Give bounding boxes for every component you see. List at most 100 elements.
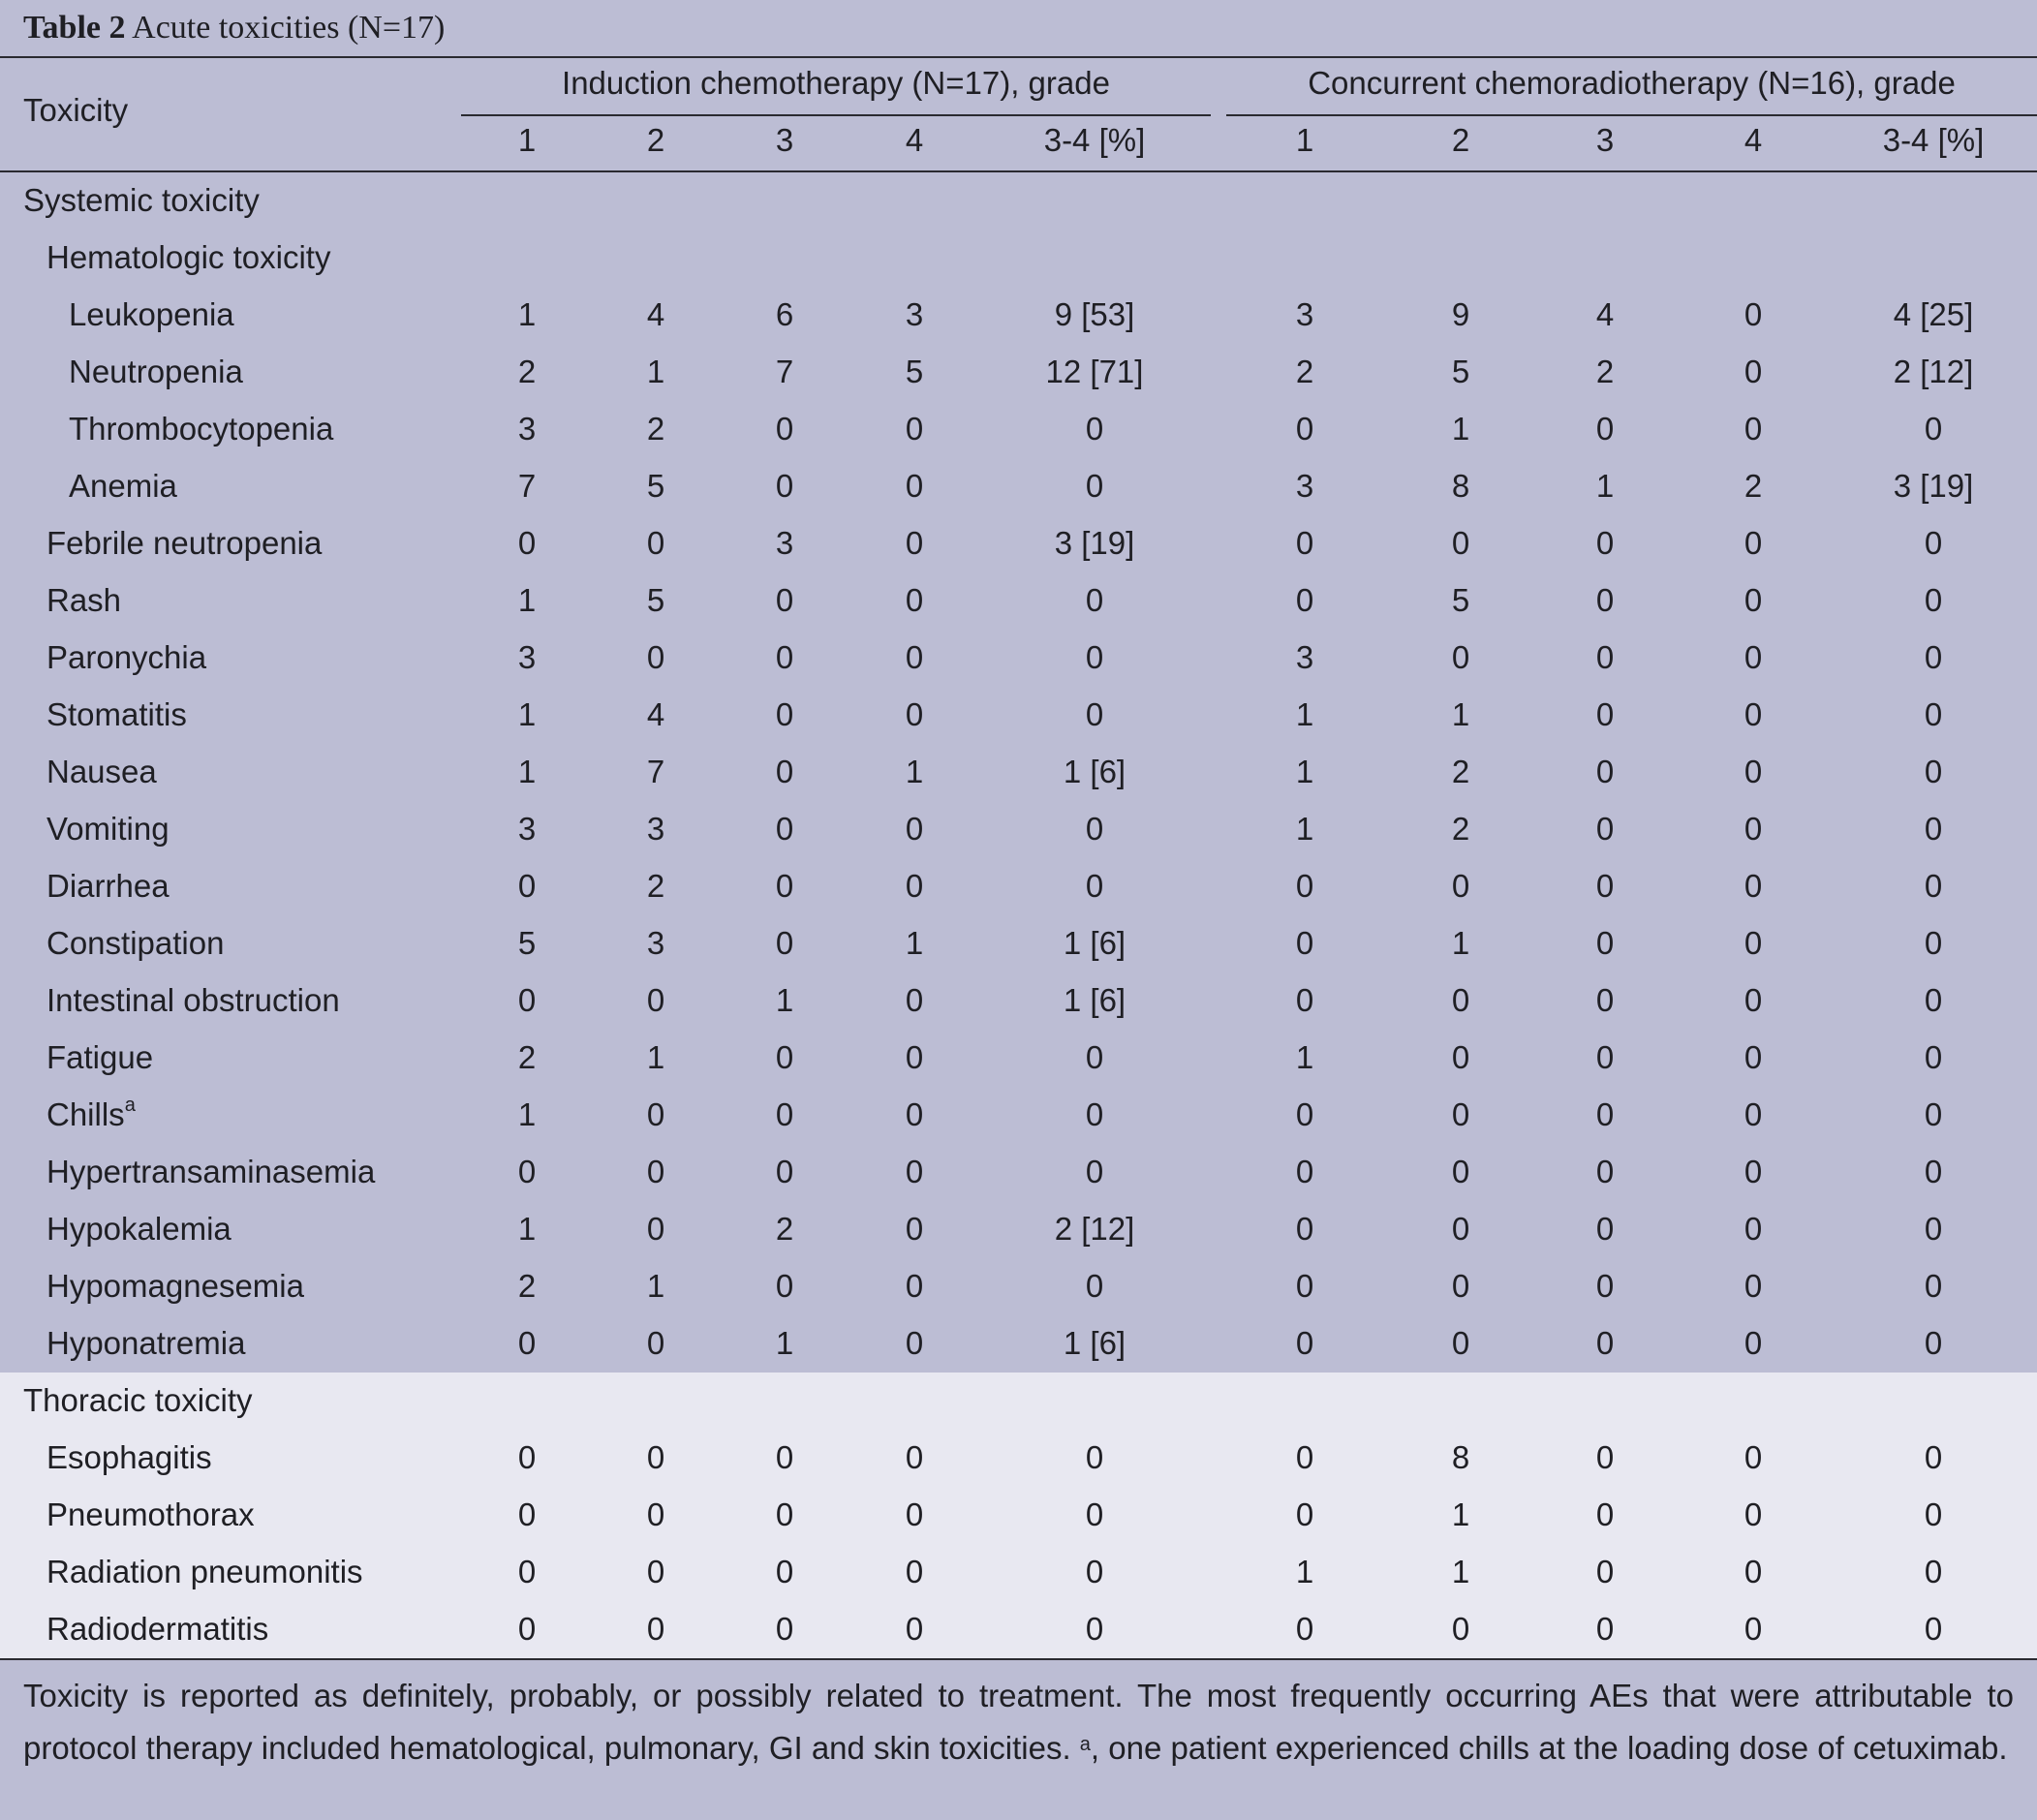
table-cell: 0 [646,1096,665,1132]
table-cell: 1 [517,696,537,732]
table-cell: 0 [1085,1268,1104,1304]
table-cell: 0 [1924,1611,1943,1647]
table-cell: 0 [1924,1154,1943,1189]
table-cell: 0 [646,1325,665,1361]
table-cell: 2 [517,1039,537,1075]
table-cell: 0 [1085,1439,1104,1475]
row-label: Hypertransaminasemia [46,1154,375,1190]
table-row: Thoracic toxicity [0,1373,2037,1430]
table-cell: 0 [905,1611,924,1647]
table-row: Nausea 1 7 0 1 1 [6] 1 2 0 0 0 [0,744,2037,801]
table-cell: 0 [517,1554,537,1589]
table-cell: 0 [646,1496,665,1532]
table-cell: 0 [1924,1554,1943,1589]
table-cell: 5 [646,468,665,504]
table-cell: 0 [1924,811,1943,847]
table-cell: 0 [1924,1039,1943,1075]
row-label: Thoracic toxicity [23,1382,253,1419]
table-cell: 2 [12] [1054,1211,1135,1247]
column-header-toxicity: Toxicity [23,92,129,128]
table-cell: 0 [1924,754,1943,789]
row-label: Pneumothorax [46,1496,255,1533]
table-cell: 0 [1744,868,1763,904]
table-cell: 0 [1295,1611,1314,1647]
table-title-number: Table 2 [23,10,126,46]
table-cell: 0 [1595,1554,1615,1589]
table-cell: 0 [1451,1039,1470,1075]
table-row: Diarrhea 0 2 0 0 0 0 0 0 0 0 [0,858,2037,915]
table-header: Toxicity Induction chemotherapy (N=17), … [0,58,2037,172]
table-cell: 0 [775,696,794,732]
table-row: Anemia 7 5 0 0 0 3 8 1 2 3 [19] [0,458,2037,515]
table-row: Hyponatremia 0 0 1 0 1 [6] 0 0 0 0 0 [0,1315,2037,1373]
table-cell: 0 [905,696,924,732]
table-cell: 3 [517,811,537,847]
table-cell: 0 [1744,1439,1763,1475]
table-cell: 3 [517,639,537,675]
row-label-text: Thrombocytopenia [69,411,334,447]
row-label: Chillsa [46,1095,136,1133]
table-cell: 0 [1085,1096,1104,1132]
table-cell: 0 [905,468,924,504]
table-cell: 0 [1085,1039,1104,1075]
row-label: Hypomagnesemia [46,1268,304,1305]
table-cell: 0 [775,1096,794,1132]
row-label-text: Constipation [46,925,225,961]
table-cell: 2 [12] [1893,354,1974,389]
table-cell: 0 [1595,639,1615,675]
table-cell: 0 [1295,1154,1314,1189]
table-cell: 0 [1085,696,1104,732]
table-cell: 1 [1295,754,1314,789]
table-cell: 0 [775,1268,794,1304]
table-cell: 0 [517,1439,537,1475]
table-cell: 0 [1595,1211,1615,1247]
table-cell: 1 [775,1325,794,1361]
table-cell: 0 [775,468,794,504]
table-cell: 0 [517,982,537,1018]
row-label: Anemia [69,468,177,505]
table-cell: 0 [1744,811,1763,847]
table-cell: 0 [1451,1611,1470,1647]
table-cell: 0 [775,1439,794,1475]
table-cell: 0 [646,982,665,1018]
column-header-grade-concurrent-1: 1 [1295,122,1314,158]
row-label-text: Rash [46,582,122,618]
row-label: Radiodermatitis [46,1611,268,1648]
table-cell: 0 [1744,1268,1763,1304]
table-cell: 0 [1295,982,1314,1018]
table-cell: 0 [1924,925,1943,961]
table-cell: 5 [646,582,665,618]
table-cell: 0 [905,982,924,1018]
row-label-text: Chills [46,1096,125,1132]
table-cell: 0 [775,925,794,961]
row-label-text: Neutropenia [69,354,243,389]
table-row: Chillsa 1 0 0 0 0 0 0 0 0 0 [0,1087,2037,1144]
row-label-text: Vomiting [46,811,170,847]
table-row: Febrile neutropenia 0 0 3 0 3 [19] 0 0 0 0 0 [0,515,2037,572]
table-row: Leukopenia 1 4 6 3 9 [53] 3 9 4 0 4 [25] [0,287,2037,344]
row-label-text: Paronychia [46,639,207,675]
table-cell: 4 [1595,296,1615,332]
row-label: Diarrhea [46,868,170,905]
table-cell: 0 [1595,1611,1615,1647]
table-cell: 1 [1295,1039,1314,1075]
table-cell: 0 [1451,982,1470,1018]
row-label-text: Leukopenia [69,296,234,332]
row-label-text: Hematologic toxicity [46,239,331,275]
table-row: Intestinal obstruction 0 0 1 0 1 [6] 0 0 0 0 0 [0,972,2037,1030]
row-label-text: Systemic toxicity [23,182,260,218]
table-cell: 0 [646,1611,665,1647]
table-cell: 0 [1744,982,1763,1018]
table-cell: 0 [1595,582,1615,618]
table-cell: 0 [1085,411,1104,447]
table-cell: 1 [1295,811,1314,847]
row-label-text: Febrile neutropenia [46,525,323,561]
column-group-induction: Induction chemotherapy (N=17), grade [562,65,1110,101]
table-cell: 0 [1085,1611,1104,1647]
table-cell: 1 [905,925,924,961]
table-cell: 0 [517,868,537,904]
table-cell: 0 [646,1554,665,1589]
table-cell: 1 [1295,1554,1314,1589]
table-cell: 0 [775,1554,794,1589]
table-cell: 2 [646,411,665,447]
